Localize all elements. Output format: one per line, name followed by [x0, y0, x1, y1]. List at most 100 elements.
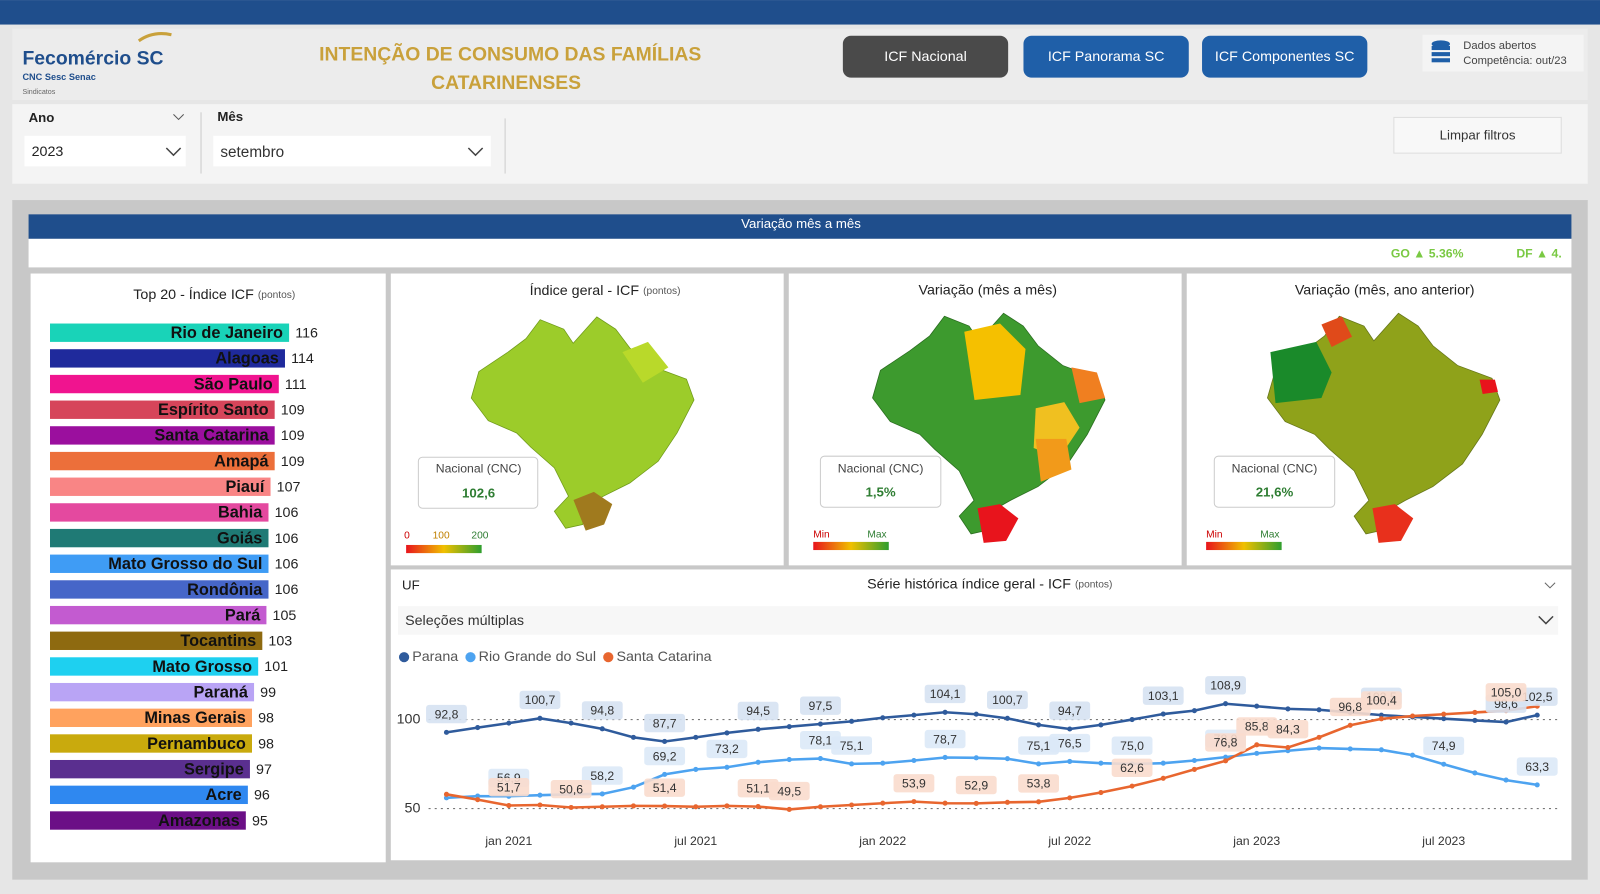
point [1503, 777, 1509, 783]
uf-value[interactable]: Seleções múltiplas [405, 613, 524, 629]
point [786, 757, 792, 763]
map-panel: Variação (mês a mês) Nacional (CNC) 1,5%… [788, 273, 1182, 566]
nav-button[interactable] [842, 35, 1009, 78]
data-label-box [706, 739, 748, 759]
brand-swoosh [137, 32, 172, 43]
map-title: Variação (mês, ano anterior) [1295, 283, 1475, 299]
bar-category: Alagoas [215, 350, 278, 368]
point [1472, 717, 1478, 724]
point [1285, 706, 1291, 712]
bar-value: 114 [291, 351, 314, 367]
data-label: 105,0 [1491, 686, 1522, 700]
point [443, 791, 450, 797]
point [724, 764, 730, 770]
point [1347, 746, 1353, 752]
bar [50, 528, 269, 548]
point [662, 738, 668, 745]
data-label-box [800, 696, 841, 715]
nav-button[interactable] [1202, 35, 1368, 78]
data-label-box [768, 781, 810, 801]
point [568, 720, 574, 726]
x-tick-label: jan 2023 [1232, 834, 1280, 848]
chevron [1538, 615, 1554, 625]
point [755, 759, 761, 765]
legend-marker [465, 652, 476, 663]
month-dropdown[interactable] [213, 135, 491, 167]
point [973, 711, 979, 717]
point [973, 755, 979, 761]
nav-button-label[interactable]: ICF Panorama SC [1048, 49, 1165, 65]
point [1129, 783, 1135, 789]
data-label-box [924, 729, 966, 749]
point [630, 784, 637, 790]
point [599, 791, 605, 797]
point [1409, 713, 1416, 719]
point [1098, 789, 1104, 796]
point [693, 766, 699, 772]
data-label: 78,7 [933, 732, 957, 746]
legend-label: Parana [412, 649, 458, 665]
point [1191, 757, 1197, 764]
bar-value: 106 [275, 505, 299, 521]
data-label: 94,8 [590, 704, 614, 718]
bar-category: Minas Gerais [144, 709, 246, 727]
x-tick-label: jul 2022 [1047, 834, 1091, 848]
nav-button[interactable] [1023, 35, 1189, 78]
brand-note: Sindicatos [22, 88, 55, 96]
map-legend [406, 544, 482, 554]
data-label-box [1111, 758, 1153, 777]
data-label-box [644, 713, 686, 733]
chevron [165, 147, 182, 157]
point [1067, 758, 1073, 764]
x-tick-label: jul 2023 [1421, 834, 1465, 848]
bar-value: 106 [275, 582, 299, 598]
clear-button[interactable] [1393, 116, 1562, 154]
uf-dropdown[interactable] [397, 606, 1559, 635]
bar-value: 96 [254, 788, 270, 804]
header-title: INTENÇÃO DE CONSUMO DAS FAMÍLIAS [319, 42, 701, 65]
point [1004, 799, 1010, 805]
point [506, 802, 512, 809]
x-tick-label: jan 2021 [484, 834, 532, 848]
nav-button-label[interactable]: ICF Nacional [884, 49, 966, 65]
point [817, 755, 823, 762]
bar [50, 323, 290, 342]
point [506, 720, 512, 726]
month-value[interactable]: setembro [220, 144, 284, 161]
bar [50, 811, 246, 830]
point [1160, 711, 1166, 717]
bar-value: 95 [252, 813, 268, 829]
point [1160, 760, 1166, 766]
point [537, 792, 543, 798]
point [1191, 708, 1197, 714]
data-label-box [1329, 697, 1371, 717]
bar [50, 708, 252, 727]
clear-button-label[interactable]: Limpar filtros [1440, 127, 1516, 142]
point [724, 730, 730, 736]
year-value[interactable]: 2023 [32, 144, 64, 160]
data-label: 53,9 [902, 777, 926, 791]
data-label-box [519, 690, 561, 710]
data-label: 75,0 [1120, 739, 1144, 753]
data-label: 73,2 [715, 742, 739, 756]
bar [50, 554, 269, 573]
data-label-box [1516, 757, 1558, 776]
year-dropdown[interactable] [24, 135, 186, 167]
bar-category: São Paulo [194, 375, 273, 393]
series-line [446, 704, 1538, 811]
point [1036, 761, 1042, 767]
bar-category: Tocantins [180, 632, 256, 650]
data-label: 50,6 [559, 782, 583, 796]
map-card-label: Nacional (CNC) [436, 462, 522, 476]
point [1472, 709, 1478, 715]
point [849, 718, 855, 724]
data-label-box [1142, 686, 1184, 705]
map-legend-label: Max [867, 529, 886, 540]
data-label: 100,7 [525, 693, 556, 707]
point [1098, 760, 1104, 766]
legend-marker [603, 652, 614, 663]
data-label: 63,3 [1525, 760, 1549, 774]
point [630, 734, 637, 740]
nav-button-label[interactable]: ICF Componentes SC [1215, 49, 1355, 65]
data-label: 51,1 [746, 781, 770, 795]
